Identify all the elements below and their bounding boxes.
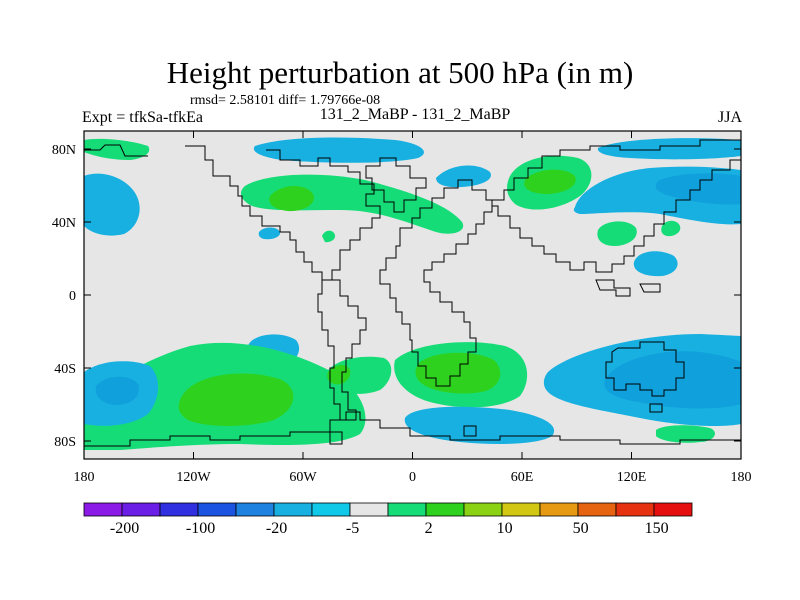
- lat-tick-label: 40N: [52, 216, 76, 231]
- contour-green: [656, 425, 715, 443]
- plot-title: Height perturbation at 500 hPa (in m): [166, 55, 634, 90]
- contour-bright-green: [524, 169, 576, 194]
- contour-green: [661, 220, 681, 237]
- colorbar-swatch: [577, 502, 617, 517]
- indonesia-outline: [595, 279, 661, 297]
- lat-tick-label: 40S: [54, 362, 76, 377]
- contour-blue: [253, 137, 424, 163]
- colorbar-label: -5: [346, 520, 359, 537]
- experiment-label: Expt = tfkSa-tfkEa: [82, 109, 203, 126]
- colorbar-swatch: [349, 502, 389, 517]
- lat-tick-label: 80N: [52, 143, 76, 158]
- lon-tick-label: 60E: [511, 470, 534, 485]
- stats-label: rmsd= 2.58101 diff= 1.79766e-08: [190, 93, 381, 108]
- contour-blue: [436, 165, 491, 188]
- colorbar-label: 2: [425, 520, 433, 537]
- contour-blue: [404, 406, 555, 444]
- colorbar-label: 50: [573, 520, 589, 537]
- colorbar-swatch: [539, 502, 579, 517]
- greenland-outline: [365, 157, 427, 213]
- antarctica-outline: [84, 411, 741, 447]
- contour-blue-dark: [95, 376, 139, 405]
- europe-africa-outline: [379, 179, 493, 387]
- lon-tick-label: 0: [409, 470, 416, 485]
- contour-bright-green: [269, 185, 314, 212]
- australia-outline: [605, 341, 685, 413]
- case-label: 131_2_MaBP - 131_2_MaBP: [319, 106, 511, 123]
- tick-marks: [83, 131, 742, 459]
- contour-blue-dark: [604, 351, 741, 409]
- colorbar-label: -20: [266, 520, 287, 537]
- contour-blue: [84, 173, 140, 236]
- colorbar-swatch: [463, 502, 503, 517]
- lon-tick-label: 120W: [176, 470, 211, 485]
- colorbar-swatch: [273, 502, 313, 517]
- lat-axis-labels: 80N 40N 0 40S 80S: [52, 143, 76, 450]
- colorbar-swatch: [83, 502, 123, 517]
- contour-green: [597, 221, 637, 246]
- colorbar-swatch: [653, 502, 693, 517]
- lon-axis-labels: 180 120W 60W 0 60E 120E 180: [74, 470, 752, 485]
- colorbar-swatch: [235, 502, 275, 517]
- contour-bright-green: [415, 352, 501, 394]
- contour-blue-dark: [655, 173, 741, 205]
- lon-tick-label: 120E: [617, 470, 647, 485]
- colorbar-swatch: [159, 502, 199, 517]
- contour-blue: [597, 138, 741, 160]
- colorbar-swatch: [311, 502, 351, 517]
- lat-tick-label: 0: [69, 289, 76, 304]
- contour-bright-green: [178, 373, 294, 426]
- colorbar-labels: -200 -100 -20 -5 2 10 50 150: [110, 520, 669, 537]
- north-america-outline: [84, 144, 381, 281]
- islands-outline: [329, 425, 477, 445]
- contour-blue: [258, 227, 281, 240]
- colorbar-swatch: [615, 502, 655, 517]
- colorbar-swatch: [425, 502, 465, 517]
- lon-tick-label: 180: [731, 470, 752, 485]
- season-label: JJA: [717, 109, 742, 126]
- contour-fields: [84, 137, 741, 450]
- contour-green: [84, 138, 150, 160]
- lon-tick-label: 180: [74, 470, 95, 485]
- lon-tick-label: 60W: [289, 470, 317, 485]
- colorbar-label: 10: [497, 520, 513, 537]
- coastlines: [84, 139, 741, 447]
- colorbar-swatch: [121, 502, 161, 517]
- colorbar-swatch: [501, 502, 541, 517]
- colorbar: [83, 502, 693, 517]
- colorbar-label: -200: [110, 520, 139, 537]
- contour-green: [322, 230, 336, 243]
- lat-tick-label: 80S: [54, 435, 76, 450]
- colorbar-swatch: [197, 502, 237, 517]
- colorbar-label: -100: [186, 520, 215, 537]
- colorbar-swatch: [387, 502, 427, 517]
- contour-bright-green: [327, 364, 351, 385]
- colorbar-label: 150: [645, 520, 669, 537]
- contour-blue: [633, 251, 678, 277]
- asia-outline: [492, 139, 741, 273]
- south-america-outline: [317, 279, 367, 421]
